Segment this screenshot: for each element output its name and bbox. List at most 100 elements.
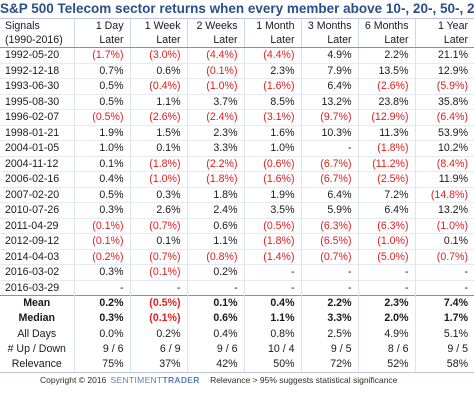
return-cell: (2.2%) <box>186 156 244 172</box>
summary-row: Mean 0.2% (0.5%) 0.1% 0.4% 2.2% 2.3% 7.4% <box>0 295 474 312</box>
return-cell: (5.9%) <box>414 78 474 94</box>
return-cell: 0.6% <box>186 218 244 234</box>
table-row: 2012-09-12 (0.1%) 0.1% 1.1% (1.8%) (6.5%) (1.0… <box>0 233 474 249</box>
return-cell: (1.0%) <box>186 78 244 94</box>
return-cell: 2.3% <box>243 63 301 79</box>
summary-label: Mean <box>0 295 74 312</box>
summary-row: Median 0.3% (0.1%) 0.6% 1.1% 3.3% 2.0% 1.7% <box>0 311 474 327</box>
table-row: 2011-04-29 (0.1%) (0.7%) 0.6% (0.5%) (6.3%) (6… <box>0 218 474 234</box>
summary-value: 0.1% <box>186 295 244 312</box>
summary-value: 0.8% <box>243 326 301 342</box>
brand-bold: TRADER <box>162 375 200 386</box>
table-row: 2007-02-20 0.5% 0.3% 1.8% 1.9% 6.4% 7.2% (14.8%… <box>0 187 474 203</box>
header-row-later: (1990-2016) Later Later Later Later Late… <box>0 33 474 48</box>
return-cell: 2.3% <box>186 125 244 141</box>
signal-date: 2012-09-12 <box>5 235 60 247</box>
signal-date: 2007-02-20 <box>5 188 60 201</box>
summary-rows: Mean 0.2% (0.5%) 0.1% 0.4% 2.2% 2.3% 7.4% Median… <box>0 295 474 373</box>
return-cell: 1.9% <box>73 125 130 141</box>
summary-value: 8 / 6 <box>357 341 415 358</box>
period-header-1y: 1 Year <box>414 19 474 33</box>
return-cell: - <box>414 280 474 296</box>
table-row: 1993-06-30 0.5% (0.4%) (1.0%) (1.6%) 6.4% (2.6… <box>0 78 474 94</box>
return-cell: (1.8%) <box>129 156 187 172</box>
return-cell: 0.1% <box>129 233 187 249</box>
return-cell: 6.4% <box>300 187 358 203</box>
table-title: S&P 500 Telecom sector returns when ever… <box>0 0 474 19</box>
relevance-note: Relevance > 95% suggests statistical sig… <box>210 375 398 386</box>
summary-value: (0.5%) <box>129 295 187 312</box>
signal-date: 2011-04-29 <box>5 219 59 232</box>
return-cell: (1.4%) <box>243 249 301 265</box>
period-header-1m: 1 Month <box>243 19 301 33</box>
summary-value: 0.2% <box>129 326 187 342</box>
summary-value: 0.6% <box>186 311 244 327</box>
signal-date: 2016-03-29 <box>5 281 60 294</box>
return-cell: (0.7%) <box>414 249 474 265</box>
return-cell: (4.4%) <box>186 47 244 63</box>
table-row: 2004-01-05 1.0% 0.1% 3.3% 1.0% - (1.8%) 10.2% <box>0 140 474 156</box>
return-cell: (6.3%) <box>357 218 415 234</box>
return-cell: 13.2% <box>414 202 474 218</box>
return-cell: 7.2% <box>357 187 415 203</box>
later-label: Later <box>414 33 474 48</box>
period-header-2w: 2 Weeks <box>186 19 244 33</box>
summary-value: 10 / 4 <box>243 341 301 358</box>
return-cell: 0.5% <box>73 78 130 94</box>
return-cell: 7.9% <box>300 63 358 79</box>
brand-thin: SENTIMENT <box>110 375 163 386</box>
period-header-1w: 1 Week <box>129 19 187 33</box>
later-label: Later <box>357 33 415 48</box>
table-row: 1996-02-07 (0.5%) (2.6%) (2.4%) (3.1%) (9.7%)… <box>0 109 474 125</box>
return-cell: (3.0%) <box>129 47 187 63</box>
signal-date: 1992-12-18 <box>5 64 60 77</box>
return-cell: 11.3% <box>357 125 415 141</box>
table-row: 2006-02-16 0.4% (1.0%) (1.8%) (1.6%) (6.7%) (2… <box>0 171 474 187</box>
return-cell: (0.1%) <box>129 264 187 280</box>
return-cell: - <box>300 140 358 156</box>
signal-date: 1993-06-30 <box>5 80 60 92</box>
summary-value: 9 / 5 <box>414 341 474 358</box>
return-cell: 1.5% <box>129 125 187 141</box>
return-cell: 4.9% <box>300 47 358 63</box>
return-cell: 2.4% <box>186 202 244 218</box>
return-cell: 1.1% <box>186 233 244 249</box>
summary-value: 75% <box>73 357 130 373</box>
return-cell: 35.8% <box>414 94 474 110</box>
return-cell: 21.1% <box>414 47 474 63</box>
return-cell: 0.4% <box>73 171 130 187</box>
later-label: Later <box>129 33 187 48</box>
copyright-text: Copyright © 2016 <box>40 375 107 386</box>
later-label: Later <box>186 33 244 48</box>
table-row: 2016-03-02 0.3% (0.1%) 0.2% - - - - <box>0 264 474 280</box>
return-cell: 3.5% <box>243 202 301 218</box>
signal-date: 2004-01-05 <box>5 142 60 154</box>
summary-value: 9 / 6 <box>186 341 244 358</box>
summary-label: # Up / Down <box>7 342 66 355</box>
return-cell: 0.1% <box>129 140 187 156</box>
period-header-6m: 6 Months <box>357 19 415 33</box>
summary-value: 0.0% <box>73 326 130 342</box>
return-cell: - <box>243 264 301 280</box>
return-cell: 53.9% <box>414 125 474 141</box>
signal-date: 2006-02-16 <box>5 173 60 185</box>
return-cell: - <box>300 264 358 280</box>
summary-row: Relevance 75% 37% 42% 50% 72% 52% 58% <box>0 357 474 373</box>
table-row: 2016-03-29- - - - - - - <box>0 280 474 296</box>
return-cell: (6.7%) <box>300 171 358 187</box>
table-row: 1992-05-20 (1.7%) (3.0%) (4.4%) (4.4%) 4.9% 2.… <box>0 47 474 63</box>
table-row: 2010-07-26 0.3% 2.6% 2.4% 3.5% 5.9% 6.4% 13.2% <box>0 202 474 218</box>
return-cell: 6.4% <box>300 78 358 94</box>
return-cell: (6.4%) <box>414 109 474 125</box>
return-cell: (6.5%) <box>300 233 358 249</box>
summary-label: Median <box>18 312 56 325</box>
return-cell: (9.7%) <box>300 109 358 125</box>
return-cell: (0.7%) <box>129 218 187 234</box>
return-cell: (4.4%) <box>243 47 301 63</box>
return-cell: 13.2% <box>300 94 358 110</box>
return-cell: (14.8%) <box>414 187 474 203</box>
signal-date: 1995-08-30 <box>5 95 60 108</box>
table-row: 1995-08-30 0.5% 1.1% 3.7% 8.5% 13.2% 23.8% 35.8… <box>0 94 474 110</box>
return-cell: 3.3% <box>186 140 244 156</box>
